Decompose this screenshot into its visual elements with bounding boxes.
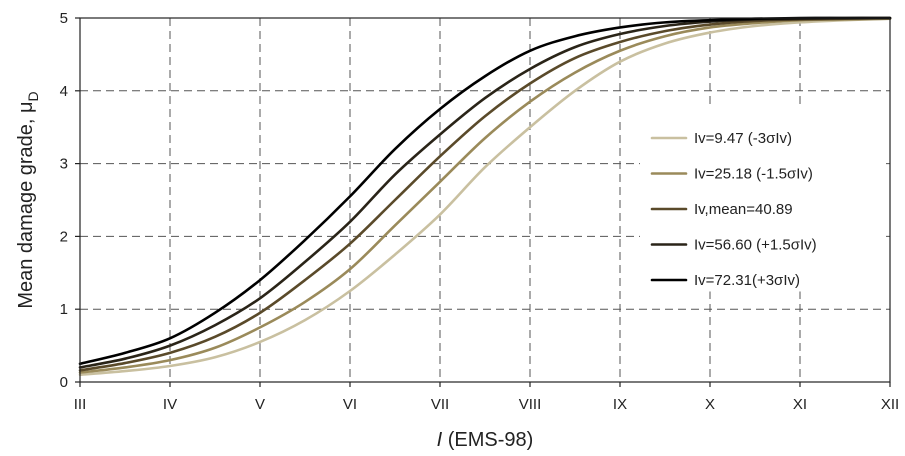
- y-axis-label-main: Mean damage grade, μ: [15, 101, 37, 308]
- x-tick-label: IV: [163, 396, 177, 413]
- plot-frame: [79, 17, 891, 383]
- legend-item: Iv=72.31(+3σIv): [650, 272, 800, 289]
- x-tick-label: X: [705, 396, 715, 413]
- x-axis-label-italic: I: [437, 429, 443, 451]
- x-tick-label: IX: [613, 396, 627, 413]
- legend-background: [640, 104, 884, 292]
- x-tick-label: XI: [793, 396, 807, 413]
- legend-item: Iv=56.60 (+1.5σIv): [650, 237, 817, 254]
- x-axis-label: I (EMS-98): [437, 429, 534, 451]
- y-tick-label: 3: [60, 156, 68, 173]
- y-tick-label: 0: [60, 374, 68, 391]
- x-tick-label: III: [74, 396, 87, 413]
- grid: [80, 18, 890, 382]
- legend-item: Iv=9.47 (-3σIv): [650, 130, 792, 147]
- series-line-1: [78, 17, 892, 377]
- legend-label: Iv=72.31(+3σIv): [694, 272, 800, 289]
- series-line-2: [78, 17, 892, 374]
- series-lines: [78, 16, 892, 377]
- y-tick-label: 5: [60, 10, 68, 27]
- y-axis-label: Mean damage grade, μD: [15, 91, 41, 308]
- ticks: III IV V VI VII VIII IX X XI XII 0 1 2 3 4 5: [60, 10, 900, 413]
- legend-label: Iv=9.47 (-3σIv): [694, 130, 792, 147]
- legend-item: Iv,mean=40.89: [650, 201, 793, 218]
- x-tick-label: VII: [431, 396, 449, 413]
- x-tick-label: VIII: [519, 396, 542, 413]
- legend-label: Iv=56.60 (+1.5σIv): [694, 237, 817, 254]
- x-axis-label-rest: (EMS-98): [442, 429, 533, 451]
- legend-label: Iv,mean=40.89: [694, 201, 793, 218]
- y-axis-label-subscript: D: [25, 91, 41, 101]
- y-tick-label: 1: [60, 301, 68, 318]
- y-tick-label: 2: [60, 228, 68, 245]
- x-tick-label: V: [255, 396, 265, 413]
- series-line-5: [78, 16, 892, 366]
- legend-item: Iv=25.18 (-1.5σIv): [650, 166, 813, 183]
- x-tick-label: XII: [881, 396, 899, 413]
- legend: Iv=9.47 (-3σIv) Iv=25.18 (-1.5σIv) Iv,mean…: [640, 104, 884, 292]
- x-tick-label: VI: [343, 396, 357, 413]
- y-tick-label: 4: [60, 83, 68, 100]
- series-line-3: [78, 16, 892, 372]
- legend-label: Iv=25.18 (-1.5σIv): [694, 166, 813, 183]
